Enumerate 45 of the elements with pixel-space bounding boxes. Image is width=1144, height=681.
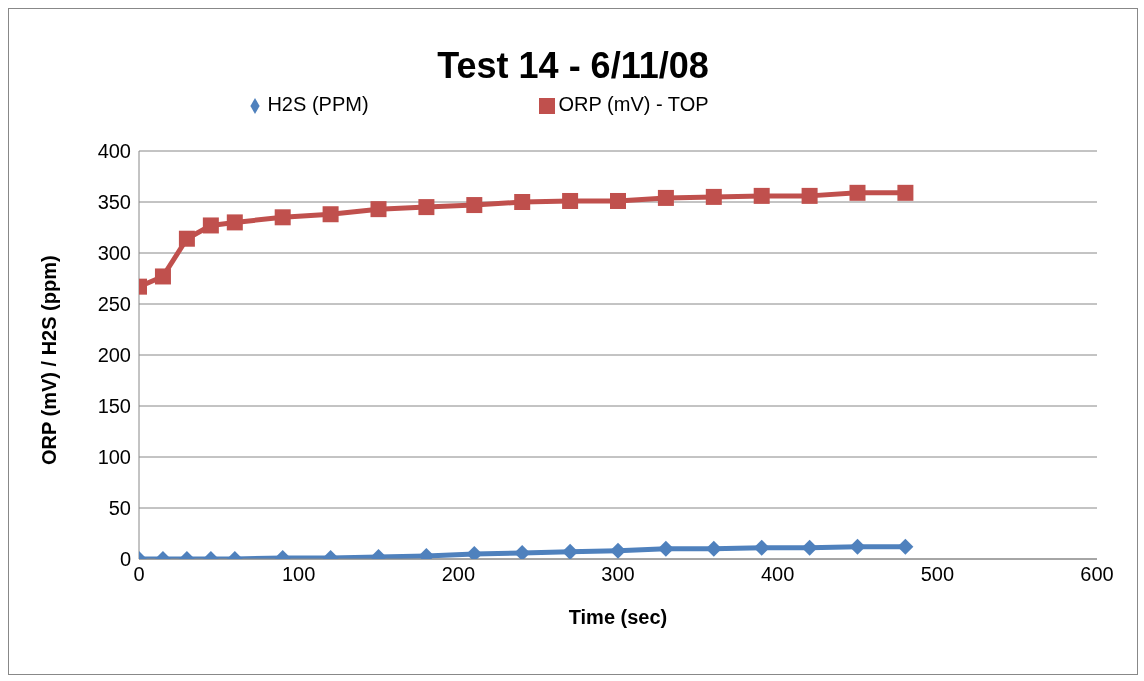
point: [226, 214, 243, 231]
x-tick-label: 0: [133, 563, 145, 586]
x-tick-label: 400: [760, 563, 795, 586]
point: [322, 206, 339, 223]
point: [562, 192, 579, 209]
point: [849, 538, 866, 555]
y-tick-label: 300: [97, 242, 131, 265]
y-tick-label: 0: [119, 548, 131, 571]
legend-label: ORP (mV) - TOP: [558, 93, 709, 115]
point: [897, 184, 914, 201]
x-tick-label: 100: [281, 563, 316, 586]
point: [610, 542, 626, 559]
point: [274, 209, 291, 226]
point: [657, 189, 674, 206]
y-tick-label: 400: [97, 140, 131, 163]
point: [801, 539, 818, 556]
y-tick-label: 150: [97, 395, 131, 418]
chart-title: Test 14 - 6/11/08: [436, 45, 710, 87]
x-tick-label: 300: [601, 563, 635, 586]
y-tick-label: 50: [108, 497, 131, 520]
point: [610, 192, 626, 209]
y-tick-label: 100: [97, 446, 131, 469]
x-tick-label: 500: [920, 563, 955, 586]
x-axis-title: Time (sec): [568, 606, 668, 628]
y-tick-label: 350: [97, 191, 131, 214]
point: [657, 540, 674, 557]
point: [705, 188, 722, 205]
y-tick-label: 250: [97, 293, 131, 316]
point: [801, 187, 818, 204]
x-tick-label: 200: [441, 563, 476, 586]
point: [753, 539, 770, 556]
point: [370, 201, 387, 218]
point: [202, 217, 219, 234]
point: [849, 184, 866, 201]
point: [897, 538, 914, 555]
point: [178, 230, 195, 247]
x-tick-label: 600: [1080, 563, 1114, 586]
y-axis-title: ORP (mV) / H2S (ppm): [38, 255, 61, 465]
y-tick-label: 200: [97, 344, 131, 367]
point: [466, 197, 483, 214]
point: [753, 187, 770, 204]
point: [514, 194, 531, 210]
point: [154, 268, 171, 285]
point: [418, 199, 435, 216]
legend-label: H2S (PPM): [267, 93, 369, 115]
